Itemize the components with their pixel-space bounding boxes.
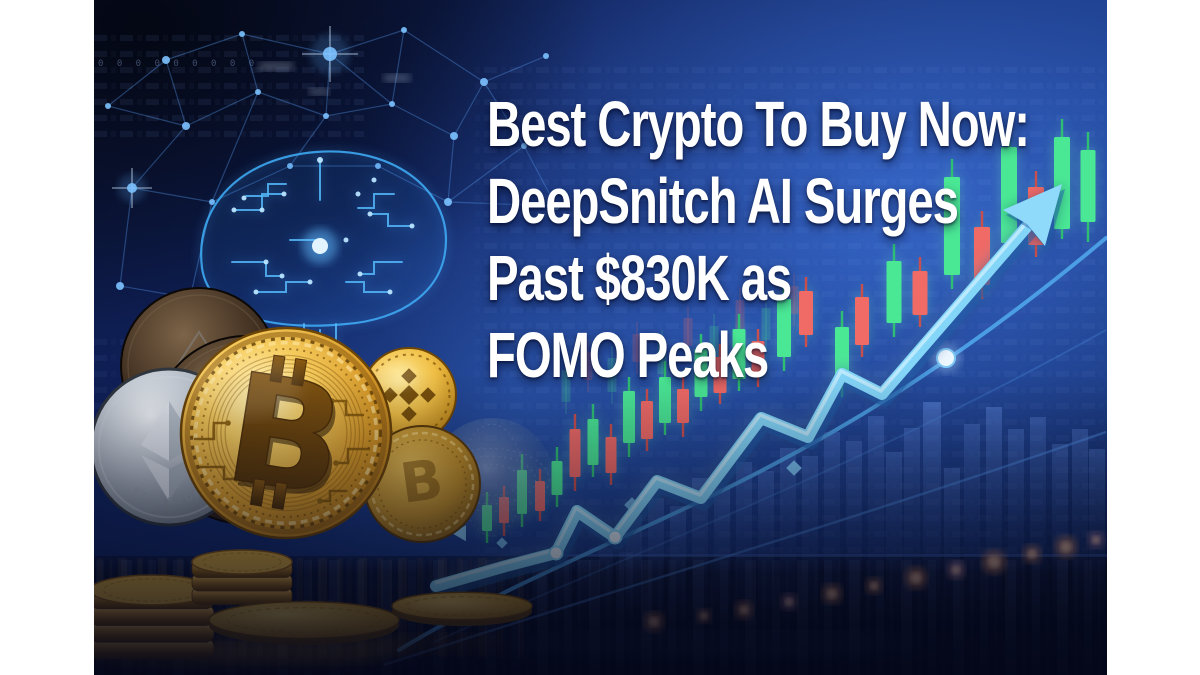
scene-graphic: 0 0 0 0 0 0 0 0 0 <box>94 0 1107 675</box>
headline-line-2: DeepSnitch AI Surges <box>487 165 959 237</box>
headline-line-3: Past $830K as <box>487 242 792 314</box>
headline-line-1: Best Crypto To Buy Now: <box>487 88 1030 160</box>
headline: Best Crypto To Buy Now: DeepSnitch AI Su… <box>487 86 1030 394</box>
headline-line-4: FOMO Peaks <box>487 319 769 391</box>
bottom-vignette <box>94 0 1107 675</box>
banner-canvas: 0 0 0 0 0 0 0 0 0 <box>94 0 1107 675</box>
